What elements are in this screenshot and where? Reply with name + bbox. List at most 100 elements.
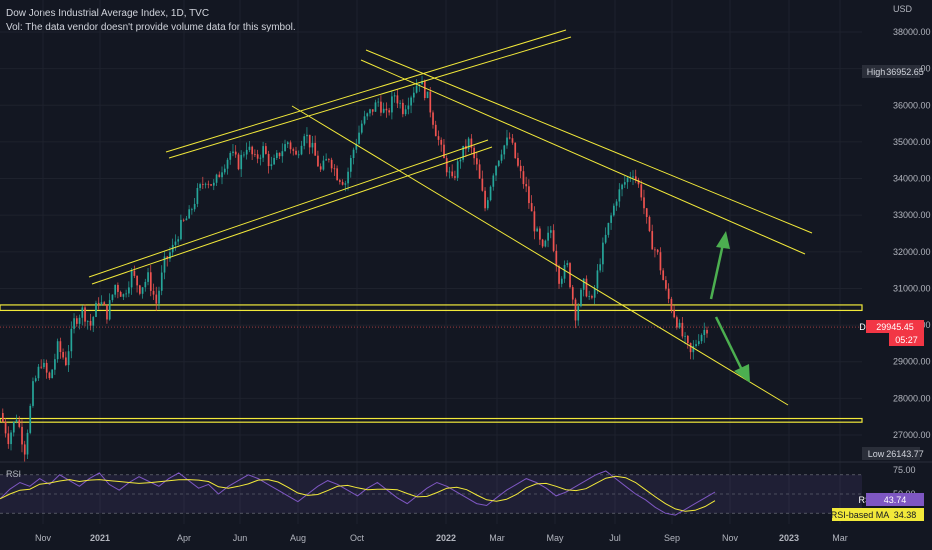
- candle-body: [45, 362, 48, 373]
- candle-body: [328, 159, 330, 160]
- x-tick-label: Jul: [609, 533, 621, 543]
- candle-body: [29, 405, 32, 433]
- candle-body: [289, 142, 292, 150]
- candle-body: [223, 168, 226, 173]
- candle-body: [349, 158, 352, 172]
- candle-body: [75, 318, 78, 324]
- candle-body: [276, 152, 278, 159]
- candle-body: [388, 110, 391, 113]
- candle-body: [434, 124, 437, 137]
- candle-body: [528, 186, 530, 204]
- candle-body: [89, 320, 92, 326]
- candle-body: [607, 222, 610, 235]
- down-arrow-head: [734, 364, 750, 383]
- candle-body: [440, 139, 443, 145]
- candle-body: [492, 175, 495, 187]
- candle-body: [602, 242, 604, 265]
- candle-body: [125, 293, 127, 295]
- candle-body: [689, 342, 692, 353]
- candle-body: [448, 171, 451, 173]
- candle-body: [404, 109, 407, 115]
- candle-body: [588, 295, 591, 297]
- down-arrow-shaft: [714, 316, 744, 371]
- candle-body: [43, 362, 45, 368]
- candle-body: [163, 256, 166, 273]
- x-tick-label: May: [546, 533, 564, 543]
- candle-body: [2, 413, 4, 422]
- x-tick-label: 2022: [436, 533, 456, 543]
- rsi-tick-label: 75.00: [893, 465, 916, 475]
- candle-body: [245, 149, 248, 155]
- candle-body: [489, 186, 492, 201]
- candle-body: [692, 345, 695, 353]
- low-tag-value-bg: [890, 447, 920, 460]
- candle-body: [558, 266, 560, 284]
- candle-body: [193, 203, 196, 210]
- rsi-tag-value-bg: [866, 493, 924, 506]
- candle-body: [454, 176, 456, 178]
- x-tick-label: Aug: [290, 533, 306, 543]
- candle-body: [319, 166, 322, 170]
- candle-body: [517, 158, 519, 166]
- rsi-line: [0, 470, 716, 516]
- candle-body: [555, 250, 558, 267]
- candle-body: [582, 278, 585, 290]
- candle-body: [648, 216, 651, 232]
- candle-body: [363, 116, 366, 124]
- candle-body: [106, 304, 108, 320]
- candle-body: [700, 335, 703, 342]
- candle-body: [111, 294, 114, 301]
- candle-body: [585, 278, 588, 297]
- y-tick-label: 36000.00: [893, 100, 931, 110]
- low-tag-label: Low: [868, 449, 885, 459]
- candle-body: [539, 228, 541, 240]
- candle-body: [136, 275, 138, 286]
- candle-body: [95, 302, 97, 317]
- x-tick-label: Nov: [722, 533, 739, 543]
- x-tick-label: 2023: [779, 533, 799, 543]
- candle-body: [12, 421, 15, 433]
- upper-channel-top-a: [165, 29, 567, 153]
- candle-body: [634, 176, 637, 180]
- candle-body: [300, 145, 303, 155]
- candle-body: [100, 302, 103, 304]
- support-band: [0, 417, 863, 423]
- candle-body: [610, 215, 612, 223]
- candle-body: [256, 154, 259, 159]
- rsi-band: [0, 474, 862, 514]
- candle-body: [344, 183, 347, 185]
- candle-body: [70, 328, 73, 352]
- candle-body: [360, 123, 363, 133]
- candle-body: [15, 420, 18, 422]
- rsi-tag: RSI43.74: [858, 493, 924, 506]
- candle-body: [374, 102, 377, 112]
- candle-body: [262, 146, 264, 158]
- candle-body: [297, 154, 300, 156]
- candle-body: [645, 208, 648, 217]
- candle-body: [402, 102, 404, 115]
- candle-body: [254, 154, 256, 156]
- candle-body: [259, 157, 262, 159]
- candle-body: [615, 201, 618, 206]
- candle-body: [599, 264, 602, 271]
- candle-body: [243, 154, 245, 156]
- x-tick-label: Oct: [350, 533, 365, 543]
- candle-body: [202, 184, 204, 185]
- candle-body: [139, 285, 141, 294]
- candle-body: [393, 95, 396, 97]
- candle-body: [284, 144, 286, 152]
- candle-body: [429, 91, 432, 113]
- candle-body: [188, 209, 191, 219]
- candle-body: [166, 256, 169, 259]
- candle-body: [355, 143, 358, 150]
- candle-body: [511, 138, 514, 143]
- high-tag: High 36952.65: [862, 65, 924, 78]
- candle-body: [380, 101, 382, 113]
- candle-body: [330, 159, 333, 169]
- candle-body: [571, 287, 574, 300]
- candle-body: [65, 357, 67, 366]
- descending-top-b: [360, 59, 806, 255]
- candle-body: [695, 344, 697, 346]
- candle-body: [637, 179, 640, 185]
